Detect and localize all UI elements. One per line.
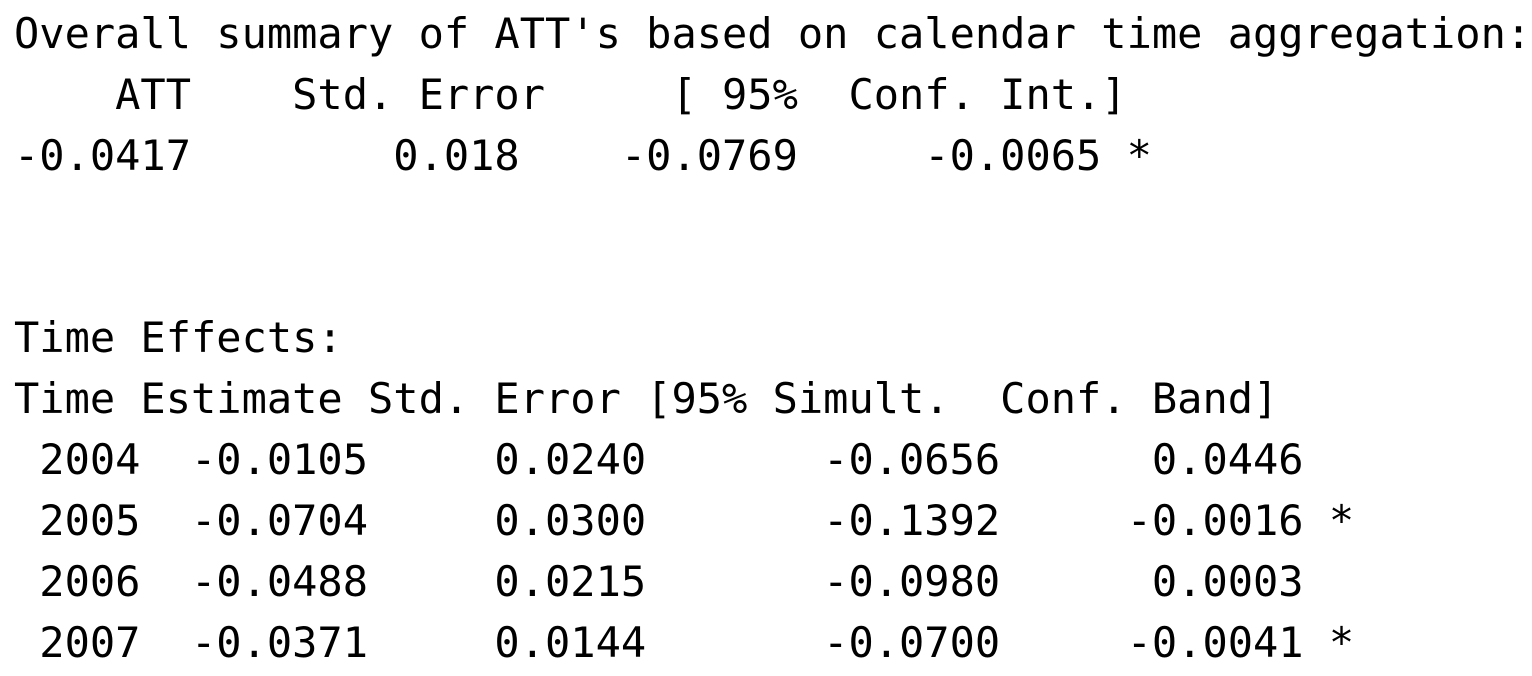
overall-summary-header: ATT Std. Error [ 95% Conf. Int.] [14, 70, 1127, 119]
time-effects-row: 2004 -0.0105 0.0240 -0.0656 0.0446 [14, 435, 1355, 484]
time-effects-header: Time Estimate Std. Error [95% Simult. Co… [14, 374, 1279, 423]
overall-summary-title: Overall summary of ATT's based on calend… [14, 9, 1532, 58]
blank-lines [14, 186, 1524, 307]
time-effects-row: 2005 -0.0704 0.0300 -0.1392 -0.0016 * [14, 496, 1355, 545]
time-effects-title: Time Effects: [14, 313, 343, 362]
time-effects-row: 2006 -0.0488 0.0215 -0.0980 0.0003 [14, 557, 1355, 606]
console-output: Overall summary of ATT's based on calend… [14, 0, 1532, 673]
time-effects-row: 2007 -0.0371 0.0144 -0.0700 -0.0041 * [14, 618, 1355, 667]
overall-summary-row: -0.0417 0.018 -0.0769 -0.0065 * [14, 131, 1152, 180]
